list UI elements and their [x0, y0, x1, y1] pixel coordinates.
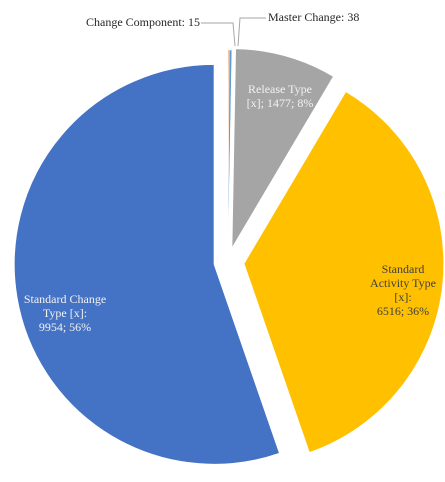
- data-label: 9954; 56%: [39, 320, 91, 334]
- data-label: Standard: [382, 262, 425, 276]
- data-label: [x]; 1477; 8%: [247, 96, 314, 110]
- data-label: Standard Change: [24, 292, 106, 306]
- pie-slice: [231, 48, 335, 251]
- pie-slice: [13, 63, 281, 465]
- pie-slice: [243, 90, 445, 454]
- data-label: Release Type: [248, 82, 312, 96]
- leader-line: [201, 22, 236, 47]
- leader-line: [237, 17, 266, 47]
- data-label: Master Change: 38: [268, 10, 359, 24]
- data-label: Type [x]:: [43, 306, 87, 320]
- pie-slice: [227, 49, 233, 251]
- data-label: Change Component: 15: [86, 15, 200, 29]
- data-label: 6516; 36%: [377, 304, 429, 318]
- pie: [13, 48, 445, 465]
- data-label: Activity Type: [370, 276, 436, 290]
- data-label: [x]:: [394, 290, 411, 304]
- data-labels: Change Component: 15 Master Change: 38 Rel…: [24, 10, 436, 334]
